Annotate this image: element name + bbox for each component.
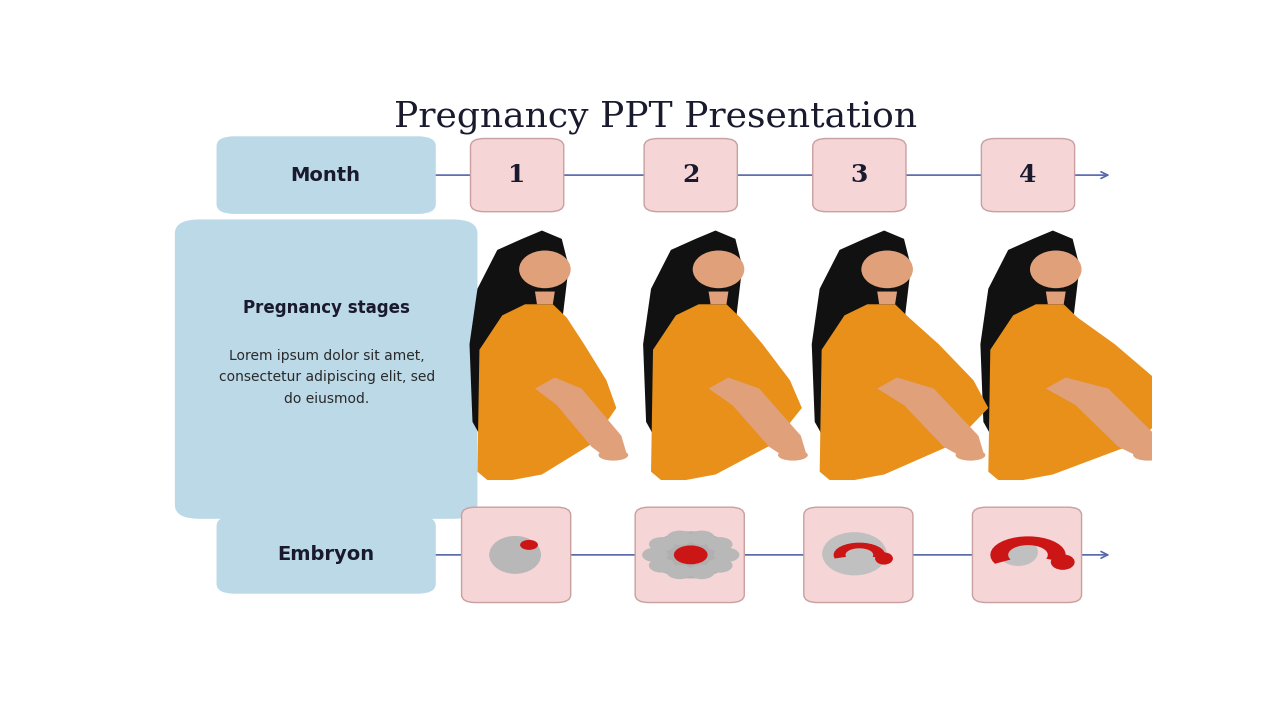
Polygon shape: [819, 305, 988, 480]
Ellipse shape: [489, 536, 541, 574]
Polygon shape: [812, 230, 911, 466]
FancyBboxPatch shape: [216, 136, 435, 214]
FancyBboxPatch shape: [635, 507, 744, 603]
Polygon shape: [643, 230, 742, 466]
Text: Pregnancy PPT Presentation: Pregnancy PPT Presentation: [394, 100, 918, 134]
FancyBboxPatch shape: [813, 138, 906, 212]
Ellipse shape: [1133, 449, 1164, 461]
Ellipse shape: [822, 532, 887, 575]
FancyBboxPatch shape: [216, 516, 435, 594]
Polygon shape: [1046, 292, 1066, 305]
Circle shape: [667, 564, 692, 579]
Ellipse shape: [673, 546, 708, 564]
Circle shape: [520, 540, 538, 550]
Text: 3: 3: [851, 163, 868, 187]
FancyBboxPatch shape: [462, 507, 571, 603]
Ellipse shape: [778, 449, 808, 461]
Circle shape: [689, 564, 714, 579]
Circle shape: [707, 537, 732, 552]
Ellipse shape: [489, 536, 541, 574]
Polygon shape: [833, 543, 884, 559]
Polygon shape: [877, 292, 897, 305]
Polygon shape: [980, 230, 1079, 466]
Ellipse shape: [692, 251, 744, 288]
Ellipse shape: [599, 449, 628, 461]
FancyBboxPatch shape: [471, 138, 563, 212]
Ellipse shape: [1051, 554, 1075, 570]
Polygon shape: [877, 377, 983, 458]
Ellipse shape: [520, 251, 571, 288]
Ellipse shape: [998, 539, 1038, 566]
Polygon shape: [991, 536, 1066, 564]
Text: Month: Month: [291, 166, 361, 184]
Polygon shape: [652, 305, 801, 480]
Circle shape: [689, 531, 714, 545]
FancyBboxPatch shape: [982, 138, 1075, 212]
Polygon shape: [709, 377, 806, 458]
Text: Lorem ipsum dolor sit amet,
consectetur adipiscing elit, sed
do eiusmod.: Lorem ipsum dolor sit amet, consectetur …: [219, 348, 435, 406]
FancyBboxPatch shape: [175, 220, 477, 519]
Polygon shape: [470, 230, 568, 466]
Text: Pregnancy stages: Pregnancy stages: [243, 300, 410, 317]
Polygon shape: [535, 292, 554, 305]
Circle shape: [713, 548, 740, 562]
Text: Embryon: Embryon: [276, 545, 374, 564]
Polygon shape: [709, 292, 728, 305]
Polygon shape: [1046, 377, 1161, 458]
Ellipse shape: [956, 449, 986, 461]
Polygon shape: [535, 377, 626, 458]
Ellipse shape: [861, 251, 913, 288]
Ellipse shape: [1030, 251, 1082, 288]
FancyBboxPatch shape: [804, 507, 913, 603]
FancyBboxPatch shape: [973, 507, 1082, 603]
Text: 4: 4: [1019, 163, 1037, 187]
Circle shape: [643, 548, 668, 562]
Circle shape: [707, 558, 732, 572]
Ellipse shape: [876, 552, 893, 564]
Ellipse shape: [650, 531, 731, 578]
Circle shape: [649, 558, 675, 572]
Circle shape: [667, 531, 692, 545]
Circle shape: [649, 537, 675, 552]
Text: 1: 1: [508, 163, 526, 187]
Text: 2: 2: [682, 163, 699, 187]
Polygon shape: [477, 305, 617, 480]
FancyBboxPatch shape: [644, 138, 737, 212]
Polygon shape: [988, 305, 1175, 480]
